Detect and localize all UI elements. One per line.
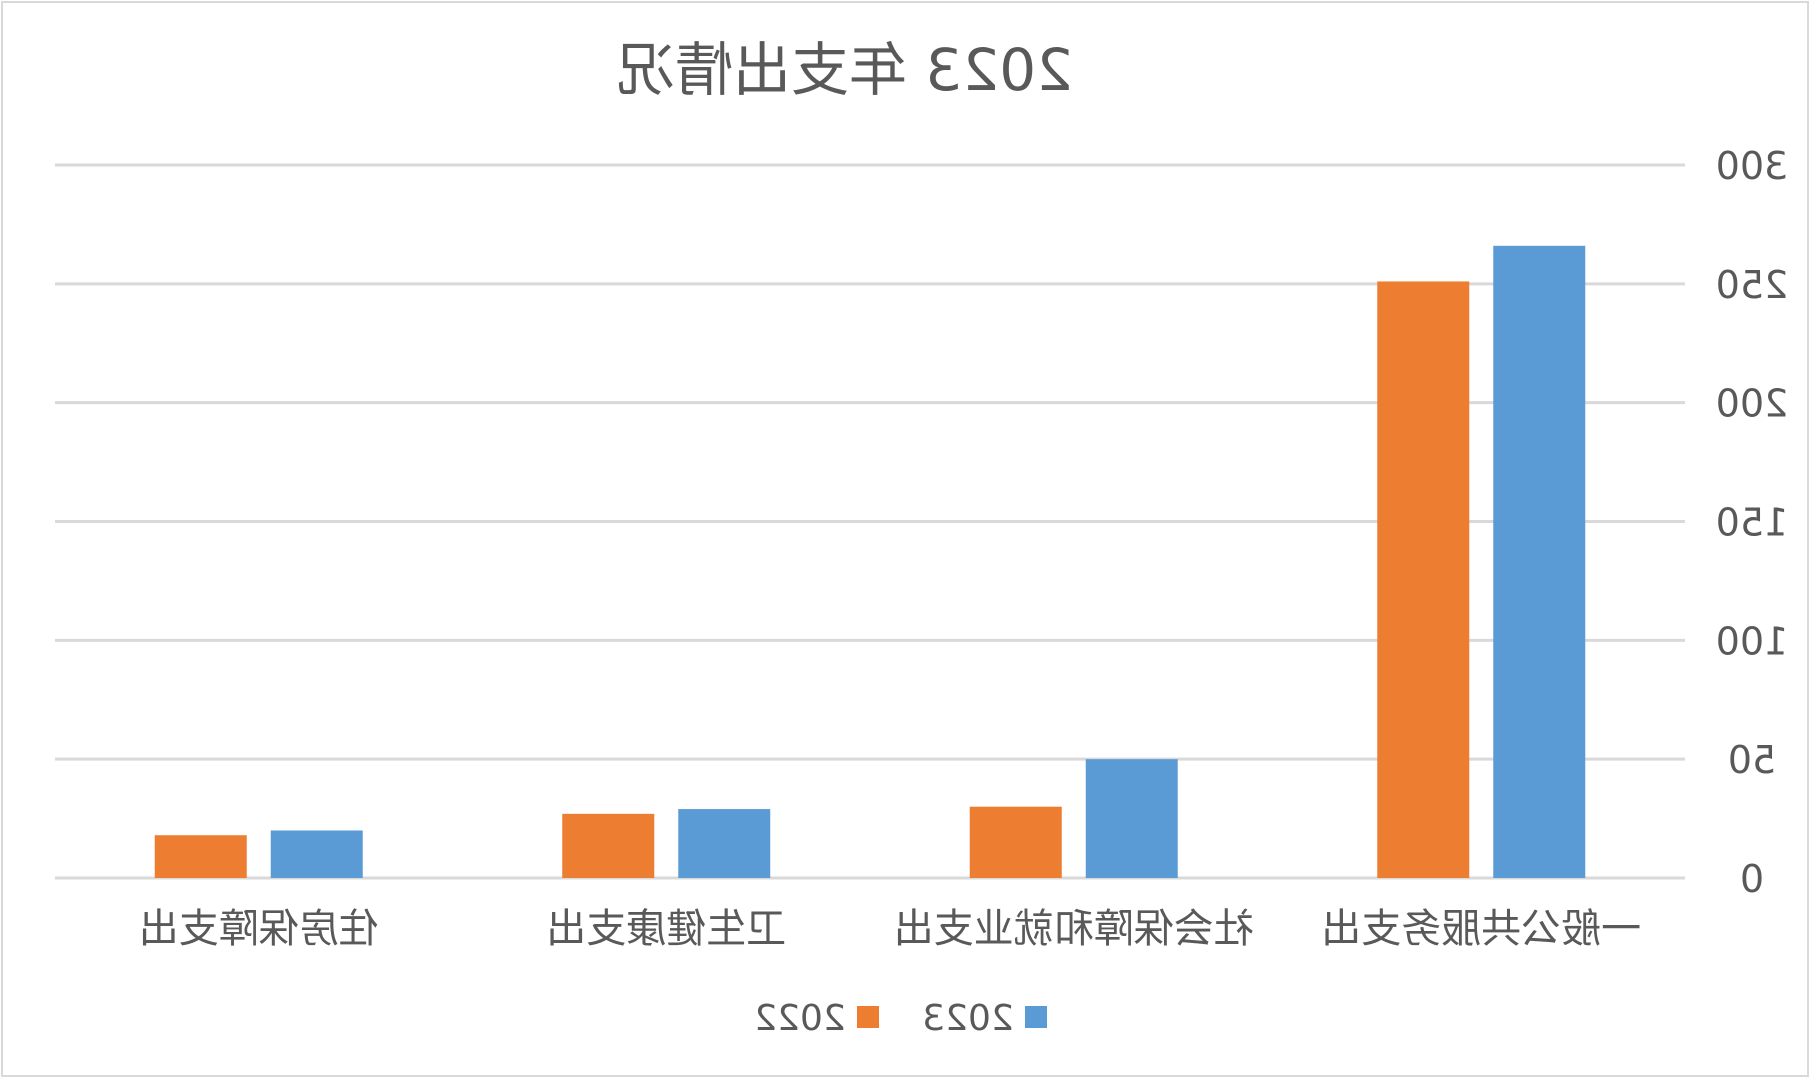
legend-label-2023: 2023 [922,998,1014,1039]
y-tick-label: 200 [1716,382,1789,426]
category-label: 卫生健康支出 [546,906,786,952]
legend-label-2022: 2022 [754,998,846,1039]
category-label: 一般公共服务支出 [1321,906,1641,952]
bar-2022-1 [969,806,1062,878]
bar-2022-3 [154,835,247,878]
bar-2023-0 [1493,245,1586,879]
y-tick-label: 0 [1740,857,1764,901]
y-tick-label: 250 [1716,263,1789,307]
legend-swatch-2023 [1025,1006,1047,1028]
category-label: 住房保障支出 [139,906,379,952]
bar-2023-3 [270,830,363,878]
x-axis-categories: 一般公共服务支出 社会保障和就业支出 卫生健康支出 住房保障支出 [139,906,1642,952]
bars [154,245,1586,879]
chart-title-group: 2023 年支出情况 [617,36,1073,104]
y-axis-ticks: 0 50 100 150 200 250 300 [1716,144,1789,901]
bar-2023-1 [1085,759,1178,878]
y-tick-label: 50 [1728,738,1776,782]
bar-2022-2 [562,813,655,878]
legend-swatch-2022 [857,1006,879,1028]
y-tick-label: 100 [1716,619,1789,663]
bar-2023-2 [678,809,771,878]
legend: 2023 2022 [754,998,1047,1039]
y-tick-label: 150 [1716,501,1789,545]
category-label: 社会保障和就业支出 [894,906,1254,952]
chart-title: 2023 年支出情况 [617,36,1073,104]
bar-2022-0 [1377,281,1470,878]
y-tick-label: 300 [1716,144,1789,188]
